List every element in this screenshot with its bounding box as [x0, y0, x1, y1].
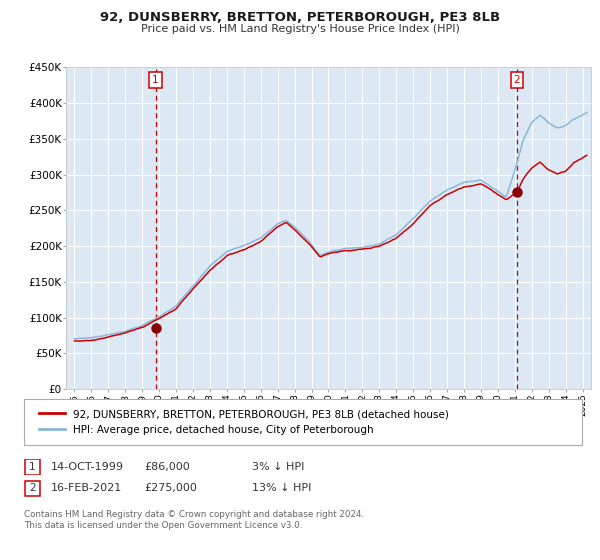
Text: £275,000: £275,000 — [144, 483, 197, 493]
Text: Contains HM Land Registry data © Crown copyright and database right 2024.: Contains HM Land Registry data © Crown c… — [24, 510, 364, 519]
Text: 2: 2 — [514, 75, 520, 85]
Text: This data is licensed under the Open Government Licence v3.0.: This data is licensed under the Open Gov… — [24, 521, 302, 530]
Text: 92, DUNSBERRY, BRETTON, PETERBOROUGH, PE3 8LB: 92, DUNSBERRY, BRETTON, PETERBOROUGH, PE… — [100, 11, 500, 24]
Text: 1: 1 — [152, 75, 159, 85]
Text: 14-OCT-1999: 14-OCT-1999 — [51, 462, 124, 472]
Text: 16-FEB-2021: 16-FEB-2021 — [51, 483, 122, 493]
Text: Price paid vs. HM Land Registry's House Price Index (HPI): Price paid vs. HM Land Registry's House … — [140, 24, 460, 34]
Text: 13% ↓ HPI: 13% ↓ HPI — [252, 483, 311, 493]
Legend: 92, DUNSBERRY, BRETTON, PETERBOROUGH, PE3 8LB (detached house), HPI: Average pri: 92, DUNSBERRY, BRETTON, PETERBOROUGH, PE… — [35, 405, 454, 439]
Text: £86,000: £86,000 — [144, 462, 190, 472]
Text: 1: 1 — [29, 462, 36, 472]
Text: 2: 2 — [29, 483, 36, 493]
Text: 3% ↓ HPI: 3% ↓ HPI — [252, 462, 304, 472]
